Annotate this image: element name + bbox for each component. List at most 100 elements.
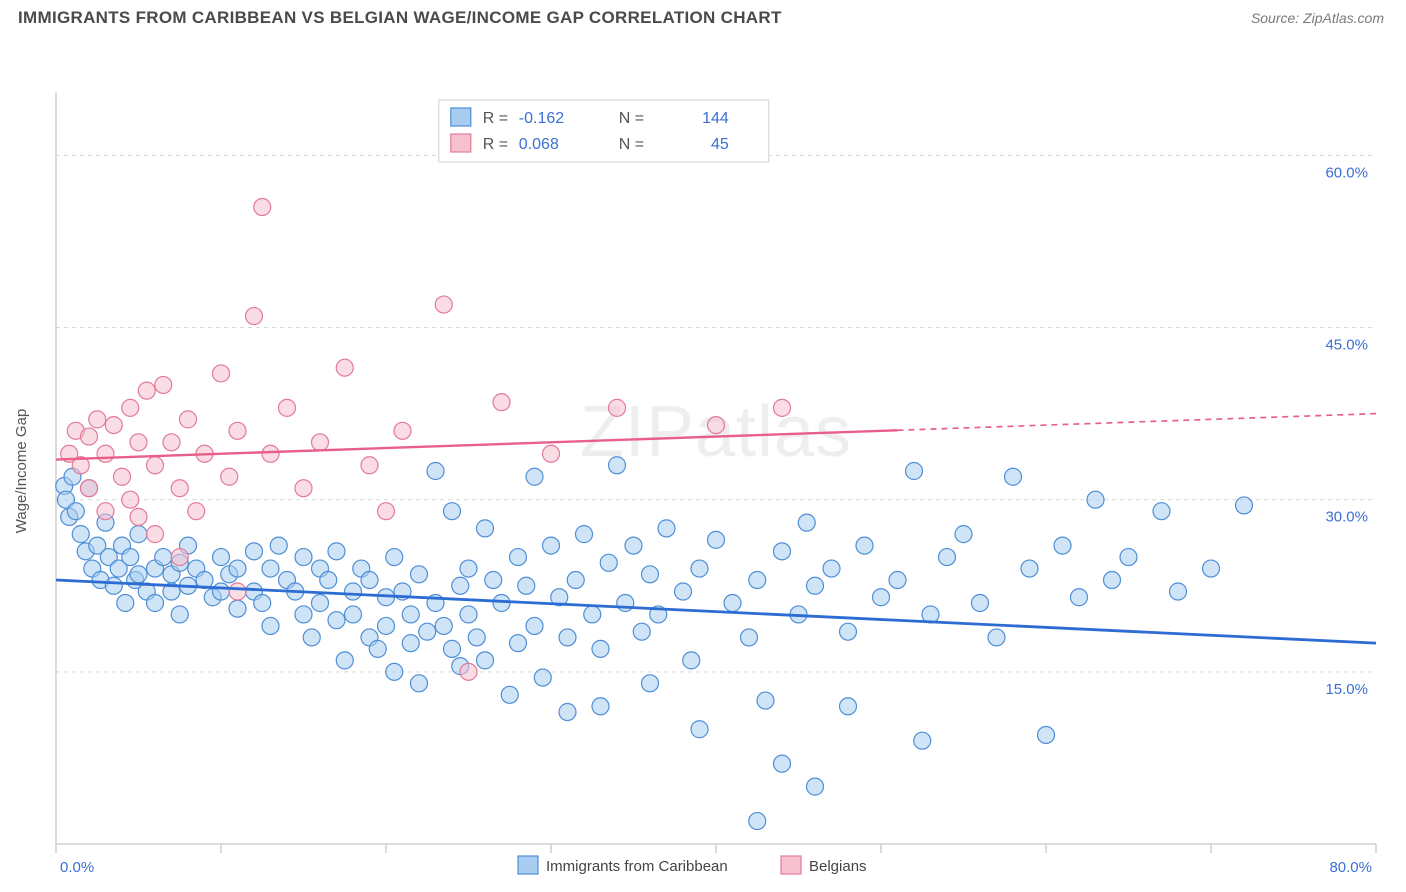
data-point xyxy=(534,669,551,686)
data-point xyxy=(386,549,403,566)
data-point xyxy=(394,422,411,439)
data-point xyxy=(592,640,609,657)
data-point xyxy=(543,445,560,462)
data-point xyxy=(691,721,708,738)
data-point xyxy=(229,600,246,617)
data-point xyxy=(89,411,106,428)
data-point xyxy=(328,612,345,629)
data-point xyxy=(246,543,263,560)
data-point xyxy=(279,399,296,416)
data-point xyxy=(138,382,155,399)
legend-swatch xyxy=(781,856,801,874)
data-point xyxy=(303,629,320,646)
data-point xyxy=(1170,583,1187,600)
data-point xyxy=(939,549,956,566)
stats-r-label: R = xyxy=(483,110,508,127)
data-point xyxy=(807,778,824,795)
data-point xyxy=(328,543,345,560)
data-point xyxy=(171,480,188,497)
data-point xyxy=(675,583,692,600)
data-point xyxy=(270,537,287,554)
stats-n-label: N = xyxy=(619,110,644,127)
data-point xyxy=(559,704,576,721)
data-point xyxy=(873,589,890,606)
data-point xyxy=(295,549,312,566)
data-point xyxy=(741,629,758,646)
data-point xyxy=(823,560,840,577)
data-point xyxy=(229,422,246,439)
stats-n-value: 45 xyxy=(711,136,729,153)
chart-svg: 15.0%30.0%45.0%60.0%ZIPatlas0.0%80.0%Wag… xyxy=(0,50,1406,892)
data-point xyxy=(460,663,477,680)
data-point xyxy=(477,520,494,537)
data-point xyxy=(559,629,576,646)
data-point xyxy=(378,503,395,520)
trend-line-belgians-dashed xyxy=(898,414,1377,431)
data-point xyxy=(312,594,329,611)
data-point xyxy=(510,549,527,566)
data-point xyxy=(774,543,791,560)
x-min-label: 0.0% xyxy=(60,859,94,876)
source-prefix: Source: xyxy=(1251,10,1303,26)
data-point xyxy=(592,698,609,715)
data-point xyxy=(402,606,419,623)
data-point xyxy=(147,594,164,611)
data-point xyxy=(402,635,419,652)
data-point xyxy=(386,663,403,680)
data-point xyxy=(171,549,188,566)
data-point xyxy=(1104,572,1121,589)
legend-swatch xyxy=(518,856,538,874)
data-point xyxy=(1153,503,1170,520)
legend-label: Belgians xyxy=(809,858,867,875)
data-point xyxy=(840,623,857,640)
data-point xyxy=(155,549,172,566)
data-point xyxy=(72,526,89,543)
data-point xyxy=(460,560,477,577)
data-point xyxy=(510,635,527,652)
data-point xyxy=(155,376,172,393)
data-point xyxy=(163,434,180,451)
data-point xyxy=(584,606,601,623)
data-point xyxy=(180,411,197,428)
data-point xyxy=(798,514,815,531)
data-point xyxy=(444,503,461,520)
data-point xyxy=(229,583,246,600)
data-point xyxy=(807,577,824,594)
data-point xyxy=(262,445,279,462)
data-point xyxy=(493,394,510,411)
data-point xyxy=(435,617,452,634)
data-point xyxy=(345,583,362,600)
data-point xyxy=(1054,537,1071,554)
data-point xyxy=(1021,560,1038,577)
data-point xyxy=(1071,589,1088,606)
data-point xyxy=(749,813,766,830)
data-point xyxy=(477,652,494,669)
data-point xyxy=(122,549,139,566)
data-point xyxy=(105,417,122,434)
data-point xyxy=(411,566,428,583)
y-tick-label: 60.0% xyxy=(1325,164,1368,181)
data-point xyxy=(254,594,271,611)
data-point xyxy=(427,463,444,480)
data-point xyxy=(246,308,263,325)
data-point xyxy=(642,566,659,583)
data-point xyxy=(435,296,452,313)
y-tick-label: 15.0% xyxy=(1325,681,1368,698)
data-point xyxy=(543,537,560,554)
data-point xyxy=(906,463,923,480)
data-point xyxy=(683,652,700,669)
stats-n-label: N = xyxy=(619,136,644,153)
data-point xyxy=(312,434,329,451)
data-point xyxy=(213,549,230,566)
data-point xyxy=(633,623,650,640)
data-point xyxy=(114,468,131,485)
data-point xyxy=(419,623,436,640)
stats-r-value: -0.162 xyxy=(519,110,564,127)
x-max-label: 80.0% xyxy=(1329,859,1372,876)
data-point xyxy=(526,468,543,485)
data-point xyxy=(972,594,989,611)
data-point xyxy=(171,606,188,623)
header: IMMIGRANTS FROM CARIBBEAN VS BELGIAN WAG… xyxy=(0,0,1406,50)
data-point xyxy=(105,577,122,594)
stats-n-value: 144 xyxy=(702,110,729,127)
